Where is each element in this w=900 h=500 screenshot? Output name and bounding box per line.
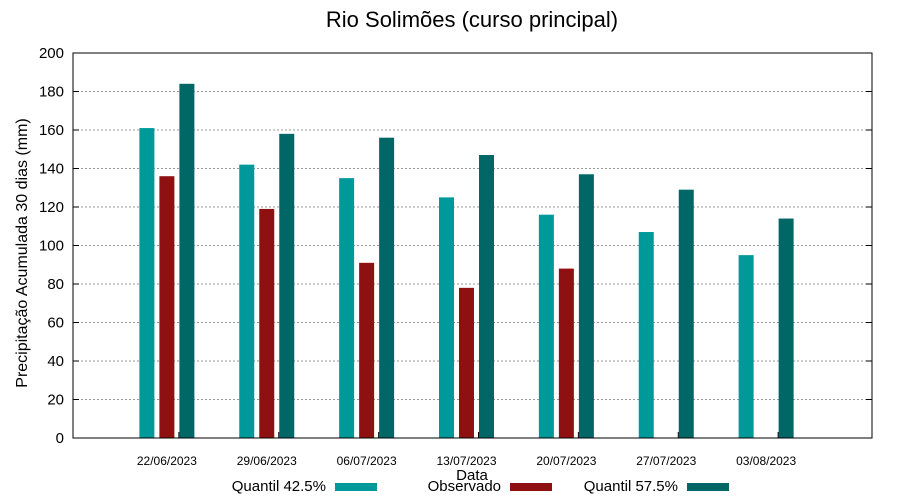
bar-quantil-57-5 <box>379 137 395 438</box>
bar-quantil-42-5 <box>339 178 355 438</box>
x-tick-label: 27/07/2023 <box>636 454 696 468</box>
y-tick-label: 60 <box>47 315 64 332</box>
bar-quantil-57-5 <box>778 218 794 438</box>
bar-quantil-42-5 <box>538 214 554 438</box>
x-tick-label: 29/06/2023 <box>237 454 297 468</box>
bar-quantil-42-5 <box>239 164 255 438</box>
bar-quantil-57-5 <box>179 83 195 439</box>
legend: Quantil 42.5% Observado Quantil 57.5% <box>232 478 729 495</box>
legend-label: Observado <box>428 478 501 495</box>
bars <box>139 83 794 439</box>
x-tick-label: 03/08/2023 <box>736 454 796 468</box>
bar-quantil-42-5 <box>439 197 454 438</box>
legend-label: Quantil 57.5% <box>584 478 678 495</box>
bar-quantil-42-5 <box>738 255 754 438</box>
bar-observado <box>159 176 175 438</box>
bar-quantil-42-5 <box>139 128 155 438</box>
y-tick-label: 180 <box>39 84 64 101</box>
y-tick-label: 120 <box>39 199 64 216</box>
bar-quantil-57-5 <box>578 174 594 438</box>
bar-observado <box>259 208 275 438</box>
y-axis-label: Precipitação Acumulada 30 dias (mm) <box>14 118 31 387</box>
x-axis-label: Data <box>456 467 488 484</box>
bar-quantil-42-5 <box>638 232 654 438</box>
bar-quantil-57-5 <box>279 133 295 438</box>
y-axis-ticks: 0 20 40 60 80 100 120 140 160 180 200 <box>39 45 872 447</box>
chart-title: Rio Solimões (curso principal) <box>326 7 618 32</box>
x-tick-label: 06/07/2023 <box>337 454 397 468</box>
bar-quantil-57-5 <box>479 155 494 438</box>
legend-swatch <box>335 483 377 491</box>
y-tick-label: 80 <box>47 276 64 293</box>
y-tick-label: 160 <box>39 122 64 139</box>
bar-observado <box>459 287 474 438</box>
legend-label: Quantil 42.5% <box>232 478 326 495</box>
y-tick-label: 0 <box>56 430 64 447</box>
bar-observado <box>558 268 574 438</box>
y-tick-label: 140 <box>39 161 64 178</box>
x-tick-label: 13/07/2023 <box>436 454 496 468</box>
bar-quantil-57-5 <box>678 189 694 438</box>
y-tick-label: 200 <box>39 45 64 62</box>
y-tick-label: 40 <box>47 353 64 370</box>
plot-frame <box>72 52 873 439</box>
x-tick-label: 22/06/2023 <box>137 454 197 468</box>
legend-swatch <box>510 483 552 491</box>
x-tick-label: 20/07/2023 <box>536 454 596 468</box>
x-axis-ticks: 22/06/2023 29/06/2023 06/07/2023 13/07/2023… <box>137 432 796 468</box>
y-tick-label: 20 <box>47 392 64 409</box>
y-tick-label: 100 <box>39 238 64 255</box>
legend-swatch <box>687 483 729 491</box>
bar-observado <box>359 262 375 438</box>
